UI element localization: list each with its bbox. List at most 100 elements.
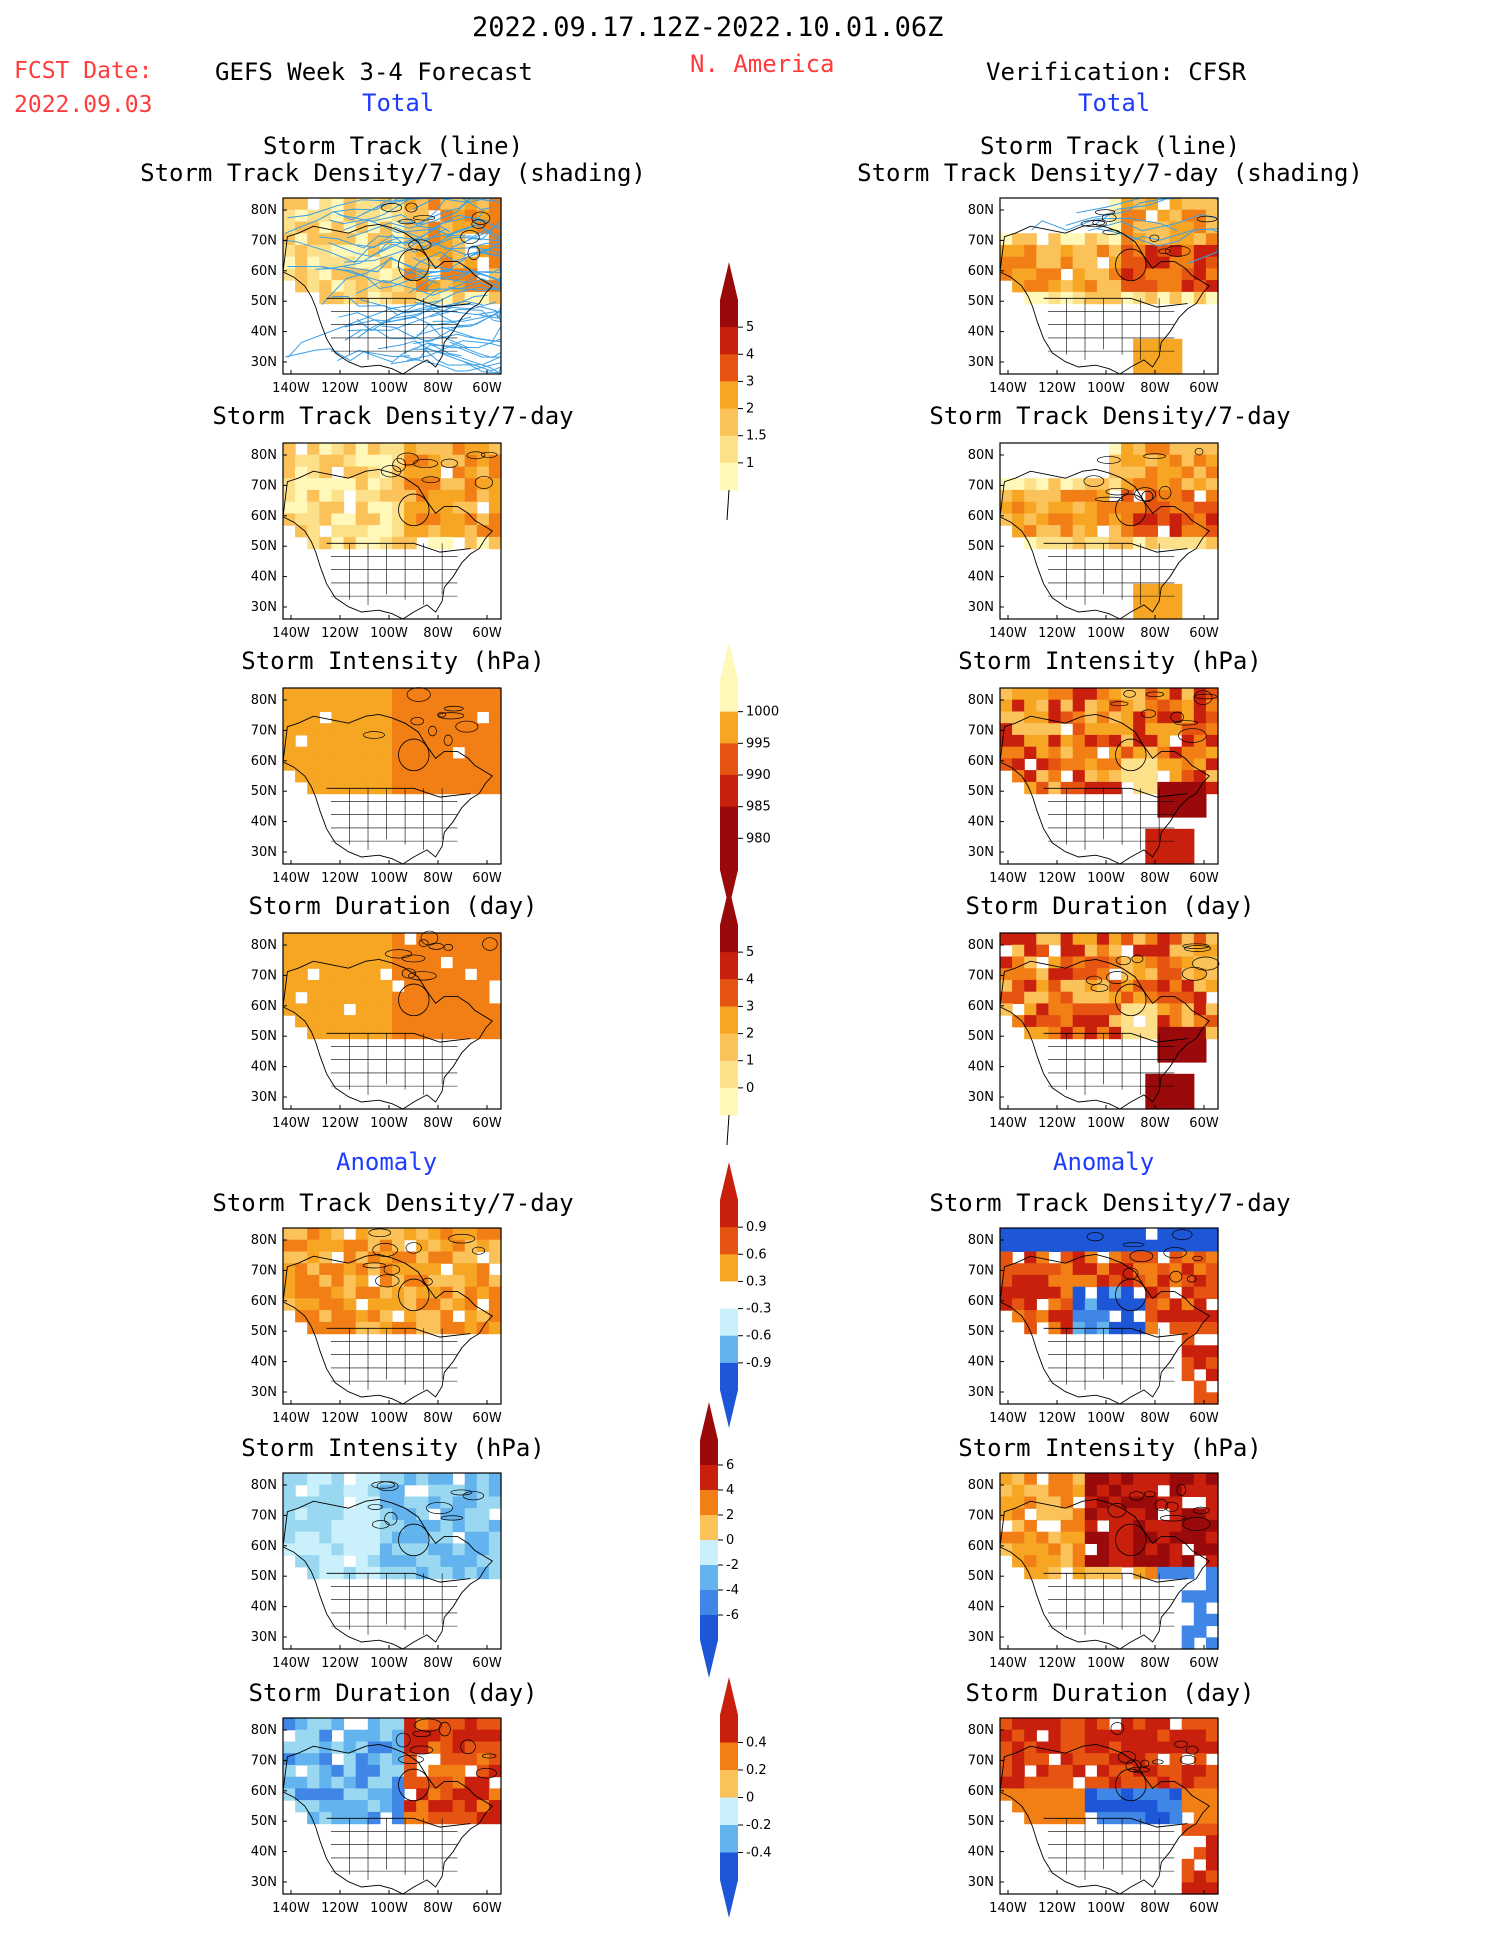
lon-tick-label: 120W: [1038, 1411, 1076, 1426]
lat-tick-label: 80N: [251, 938, 277, 953]
lat-tick-label: 30N: [251, 1090, 277, 1105]
total-label-left: Total: [362, 89, 435, 117]
lat-tick-label: 40N: [968, 570, 994, 585]
lat-tick-label: 50N: [968, 1029, 994, 1044]
lon-tick-label: 140W: [272, 1656, 310, 1671]
coastline-layer: [282, 930, 498, 1110]
lat-tick-label: 50N: [968, 1814, 994, 1829]
coastline-layer: [282, 1481, 494, 1650]
colorbar-tick-label: 0.6: [746, 1247, 767, 1262]
lon-tick-label: 120W: [321, 1656, 359, 1671]
lat-tick-label: 40N: [251, 570, 277, 585]
colorbar-tick-label: -0.2: [746, 1818, 771, 1833]
lat-tick-label: 70N: [968, 233, 994, 248]
lat-tick-label: 30N: [251, 1630, 277, 1645]
coastline-layer: [999, 447, 1211, 620]
date-range-title: 2022.09.17.12Z-2022.10.01.06Z: [472, 12, 944, 43]
lat-tick-label: 30N: [968, 1630, 994, 1645]
lon-tick-label: 80W: [1140, 1116, 1170, 1131]
lat-tick-label: 40N: [968, 1060, 994, 1075]
map-adensity-right: 80N 70N 60N 50N 40N 30N 140W 120W 100W 80W 60W: [952, 1224, 1250, 1440]
panel-title-track-line-left: Storm Track (line) Storm Track Density/7…: [140, 132, 646, 187]
lon-tick-label: 80W: [1140, 871, 1170, 886]
panel-title-anom-duration-right: Storm Duration (day): [965, 1679, 1255, 1707]
lat-tick-label: 50N: [968, 784, 994, 799]
lat-tick-label: 40N: [251, 1600, 277, 1615]
colorbar-tick-label: 0: [746, 1081, 754, 1096]
lon-tick-label: 60W: [472, 1116, 502, 1131]
lon-tick-label: 120W: [1038, 1901, 1076, 1916]
lat-tick-label: 70N: [251, 723, 277, 738]
lon-tick-label: 80W: [423, 1901, 453, 1916]
colorbar-total-duration: 5 4 3 2 1 0: [714, 885, 804, 1169]
lon-tick-label: 60W: [472, 1411, 502, 1426]
colorbar-tick-label: 4: [746, 972, 754, 987]
lat-tick-label: 60N: [968, 754, 994, 769]
lat-tick-label: 50N: [251, 294, 277, 309]
lon-tick-label: 140W: [272, 1411, 310, 1426]
colorbar-tick-label: 1.5: [746, 429, 767, 444]
lat-tick-label: 50N: [968, 1569, 994, 1584]
lat-tick-label: 70N: [968, 478, 994, 493]
colorbar-total-density: 5 4 3 2 1.5 1: [714, 260, 804, 544]
colorbar-tick-label: 4: [746, 347, 754, 362]
lon-tick-label: 120W: [321, 381, 359, 396]
lon-tick-label: 100W: [1087, 1656, 1125, 1671]
lon-tick-label: 80W: [1140, 1901, 1170, 1916]
lat-tick-label: 60N: [251, 509, 277, 524]
lat-tick-label: 60N: [251, 264, 277, 279]
shading-layer: [283, 688, 502, 795]
lon-tick-label: 140W: [989, 1411, 1027, 1426]
colorbar-tick-label: 0: [726, 1533, 734, 1548]
lat-tick-label: 50N: [968, 1324, 994, 1339]
colorbar-tick-label: 5: [746, 320, 754, 335]
panel-title-anom-density-right: Storm Track Density/7-day: [929, 1189, 1291, 1217]
lat-tick-label: 50N: [968, 539, 994, 554]
colorbar-tick-label: 5: [746, 945, 754, 960]
lat-tick-label: 30N: [251, 845, 277, 860]
colorbar-tick-label: 980: [746, 831, 771, 846]
panel-title-density-left: Storm Track Density/7-day: [212, 402, 574, 430]
colorbar-anom-duration: 0.4 0.2 0 -0.2 -0.4: [714, 1675, 804, 1934]
colorbar-tick-label: -0.9: [746, 1356, 771, 1371]
lon-tick-label: 60W: [472, 626, 502, 641]
lon-tick-label: 60W: [1189, 381, 1219, 396]
lon-tick-label: 140W: [272, 1116, 310, 1131]
lon-tick-label: 120W: [321, 1411, 359, 1426]
lat-tick-label: 30N: [251, 600, 277, 615]
lon-tick-label: 80W: [423, 381, 453, 396]
lat-tick-label: 80N: [968, 938, 994, 953]
panel-title-anom-intensity-left: Storm Intensity (hPa): [241, 1434, 545, 1462]
lon-tick-label: 100W: [370, 381, 408, 396]
map-intensity-left: 80N 70N 60N 50N 40N 30N 140W 120W 100W 80W 60W: [235, 684, 533, 900]
lat-tick-label: 70N: [251, 233, 277, 248]
map-track-left: 80N 70N 60N 50N 40N 30N 140W 120W 100W 80W 60W: [235, 194, 533, 410]
map-aintensity-left: 80N 70N 60N 50N 40N 30N 140W 120W 100W 80W 60W: [235, 1469, 533, 1685]
colorbar-anom-density: 0.9 0.6 0.3 -0.3 -0.6 -0.9: [714, 1160, 804, 1444]
lon-tick-label: 60W: [472, 1656, 502, 1671]
lat-tick-label: 30N: [968, 1875, 994, 1890]
lon-tick-label: 80W: [1140, 1656, 1170, 1671]
lat-tick-label: 80N: [251, 448, 277, 463]
colorbar-tick-label: 1: [746, 456, 754, 471]
map-intensity-right: 80N 70N 60N 50N 40N 30N 140W 120W 100W 80W 60W: [952, 684, 1250, 900]
colorbar-tick-label: 1: [746, 1054, 754, 1069]
lat-tick-label: 40N: [251, 1845, 277, 1860]
lon-tick-label: 100W: [1087, 871, 1125, 886]
lon-tick-label: 100W: [1087, 1901, 1125, 1916]
lon-tick-label: 80W: [1140, 626, 1170, 641]
coastline-layer: [282, 202, 494, 375]
shading-layer: [283, 443, 502, 550]
lon-tick-label: 140W: [989, 381, 1027, 396]
map-duration-left: 80N 70N 60N 50N 40N 30N 140W 120W 100W 80W 60W: [235, 929, 533, 1145]
colorbar-tick-label: 2: [746, 1027, 754, 1042]
lat-tick-label: 40N: [968, 815, 994, 830]
lat-tick-label: 30N: [251, 1385, 277, 1400]
lat-tick-label: 40N: [251, 1060, 277, 1075]
lon-tick-label: 140W: [272, 1901, 310, 1916]
fcst-label: FCST Date:: [14, 58, 153, 84]
lat-tick-label: 30N: [251, 355, 277, 370]
panel-title-duration-left: Storm Duration (day): [248, 892, 538, 920]
lon-tick-label: 100W: [370, 1656, 408, 1671]
shading-layer: [283, 1228, 502, 1335]
